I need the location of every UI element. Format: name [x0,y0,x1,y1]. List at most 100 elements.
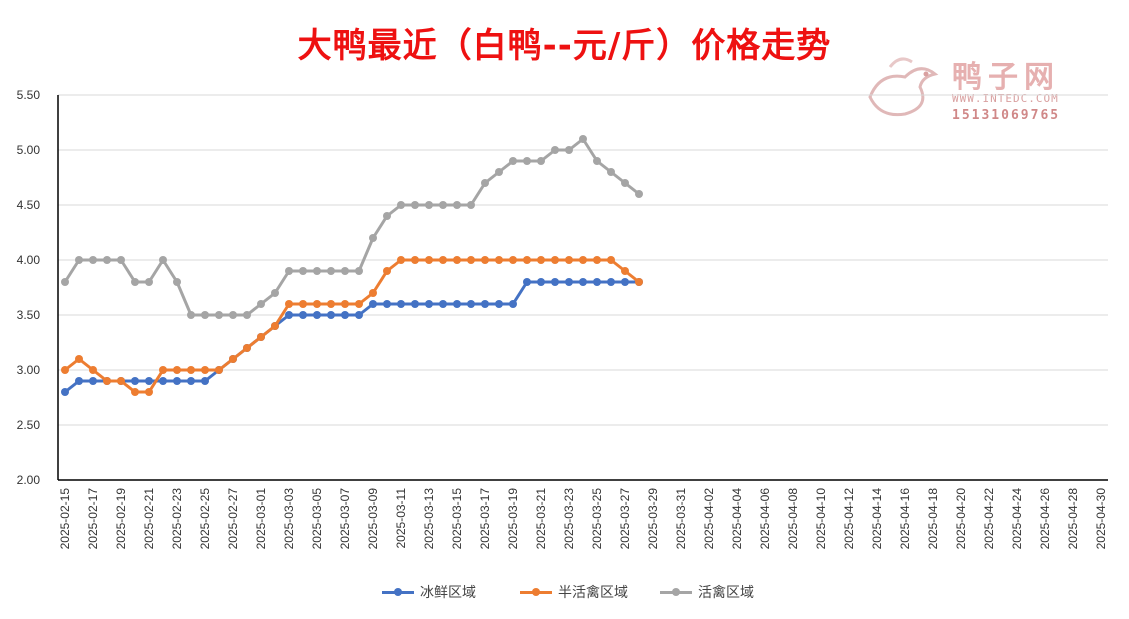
data-point [439,256,447,264]
x-tick-label: 2025-03-03 [282,488,296,550]
data-point [327,311,335,319]
data-point [145,278,153,286]
data-point [425,201,433,209]
data-point [201,366,209,374]
data-point [411,256,419,264]
data-point [285,267,293,275]
data-point [635,190,643,198]
data-point [495,168,503,176]
data-point [117,377,125,385]
x-tick-label: 2025-04-22 [982,488,996,550]
x-tick-label: 2025-04-08 [786,488,800,550]
data-point [383,212,391,220]
data-point [341,300,349,308]
data-point [593,278,601,286]
data-point [509,300,517,308]
data-point [89,377,97,385]
data-point [481,179,489,187]
data-point [61,388,69,396]
data-point [131,377,139,385]
data-point [229,355,237,363]
x-tick-label: 2025-03-05 [310,488,324,550]
data-point [537,157,545,165]
data-point [173,278,181,286]
data-point [89,366,97,374]
x-tick-label: 2025-02-17 [86,488,100,550]
x-tick-label: 2025-03-25 [590,488,604,550]
x-tick-label: 2025-02-23 [170,488,184,550]
data-point [495,256,503,264]
data-point [131,388,139,396]
data-point [173,377,181,385]
x-tick-label: 2025-02-21 [142,488,156,550]
data-point [579,135,587,143]
series-line-3 [63,137,640,317]
data-point [355,311,363,319]
legend-swatch [520,587,552,596]
data-point [243,311,251,319]
data-point [103,256,111,264]
data-point [383,267,391,275]
x-tick-label: 2025-02-15 [58,488,72,550]
data-point [607,256,615,264]
legend-item: 冰鲜区域 [382,582,476,602]
x-tick-label: 2025-03-11 [394,488,408,549]
data-point [537,256,545,264]
data-point [271,322,279,330]
data-point [467,201,475,209]
data-point [439,300,447,308]
data-point [299,267,307,275]
data-point [397,256,405,264]
data-point [201,311,209,319]
data-point [523,157,531,165]
data-point [369,300,377,308]
x-tick-label: 2025-04-30 [1094,488,1108,550]
data-point [579,278,587,286]
data-point [159,366,167,374]
x-tick-label: 2025-03-19 [506,488,520,550]
data-point [383,300,391,308]
data-point [551,256,559,264]
data-point [607,168,615,176]
data-point [75,377,83,385]
data-point [565,256,573,264]
x-tick-label: 2025-03-15 [450,488,464,550]
legend-label: 活禽区域 [698,585,754,601]
x-tick-label: 2025-04-26 [1038,488,1052,550]
data-point [159,256,167,264]
data-point [621,179,629,187]
data-point [565,146,573,154]
x-tick-label: 2025-03-01 [254,488,268,550]
data-point [215,366,223,374]
x-tick-label: 2025-04-04 [730,488,744,550]
data-point [313,311,321,319]
data-point [257,333,265,341]
y-tick-label: 4.00 [17,253,41,267]
data-point [523,278,531,286]
data-point [453,300,461,308]
legend-swatch [382,587,414,596]
data-point [89,256,97,264]
y-tick-label: 3.00 [17,363,41,377]
data-point [61,278,69,286]
legend-swatch [660,587,692,596]
x-tick-label: 2025-03-23 [562,488,576,550]
y-tick-label: 2.50 [17,418,41,432]
y-tick-label: 5.50 [17,88,41,102]
x-tick-label: 2025-03-29 [646,488,660,550]
data-point [481,300,489,308]
y-tick-label: 3.50 [17,308,41,322]
data-point [579,256,587,264]
x-tick-label: 2025-04-02 [702,488,716,550]
x-tick-label: 2025-02-25 [198,488,212,550]
data-point [369,234,377,242]
y-tick-label: 4.50 [17,198,41,212]
x-tick-label: 2025-03-07 [338,488,352,550]
data-point [509,157,517,165]
x-tick-label: 2025-04-20 [954,488,968,550]
x-tick-label: 2025-02-27 [226,488,240,550]
data-point [621,267,629,275]
x-tick-label: 2025-04-28 [1066,488,1080,550]
data-point [285,300,293,308]
data-point [537,278,545,286]
